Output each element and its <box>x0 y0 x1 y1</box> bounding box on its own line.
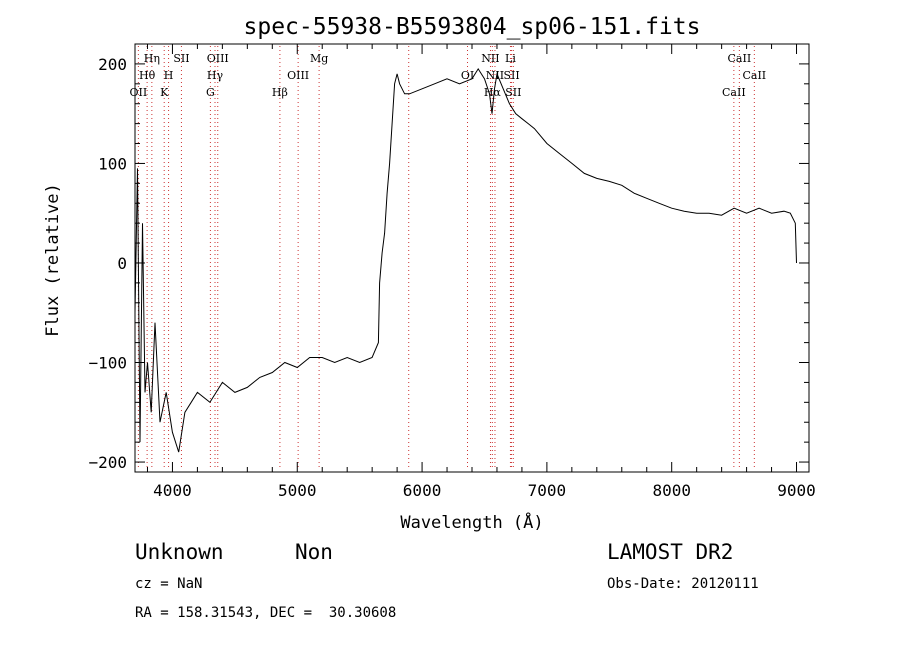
spectrum-chart: spec-55938-B5593804_sp06-151.fits OII Hθ H… <box>43 14 816 533</box>
redshift-value: cz = NaN <box>135 576 203 592</box>
spectrum-line <box>134 67 797 453</box>
x-tick-label: 6000 <box>403 481 442 500</box>
line-label: CaII <box>728 52 752 65</box>
line-label: Hβ <box>272 86 288 99</box>
y-tick-label: −200 <box>88 453 127 472</box>
y-axis-label: Flux (relative) <box>43 183 63 337</box>
x-axis-label: Wavelength (Å) <box>400 511 543 533</box>
plot-frame <box>134 43 810 473</box>
survey-name: LAMOST DR2 <box>607 540 734 564</box>
line-label: NII <box>481 52 499 65</box>
line-label: Hα <box>484 86 502 99</box>
line-label: CaII <box>722 86 746 99</box>
x-axis-ticks: 4000 5000 6000 7000 8000 9000 <box>146 44 816 500</box>
x-tick-label: 5000 <box>278 481 317 500</box>
line-label: SII <box>505 86 521 99</box>
line-label: Hγ <box>207 69 224 82</box>
y-axis-ticks: −200 −100 0 100 200 <box>88 55 809 472</box>
line-label: OI <box>461 69 474 82</box>
line-label: OIII <box>207 52 229 65</box>
x-tick-label: 8000 <box>652 481 691 500</box>
x-tick-label: 7000 <box>528 481 567 500</box>
object-class: Unknown <box>135 540 224 564</box>
line-label: NII <box>486 69 504 82</box>
x-tick-label: 9000 <box>777 481 816 500</box>
y-tick-label: 200 <box>98 55 127 74</box>
coordinates: RA = 158.31543, DEC = 30.30608 <box>135 605 397 621</box>
y-tick-label: 0 <box>117 254 127 273</box>
y-tick-label: 100 <box>98 154 127 173</box>
spectral-line-markers <box>137 46 755 470</box>
line-label: Li <box>505 52 516 65</box>
line-label: H <box>164 69 174 82</box>
line-label: Mg <box>310 52 328 65</box>
observation-date: Obs-Date: 20120111 <box>607 576 759 592</box>
line-label: OIII <box>287 69 309 82</box>
object-subclass: Non <box>295 540 333 564</box>
line-label: Hθ <box>139 69 156 82</box>
line-label: OII <box>130 86 148 99</box>
x-tick-label: 4000 <box>153 481 192 500</box>
line-label: SII <box>173 52 189 65</box>
chart-title: spec-55938-B5593804_sp06-151.fits <box>244 14 701 40</box>
line-label: CaII <box>742 69 766 82</box>
y-tick-label: −100 <box>88 354 127 373</box>
line-label: Hη <box>144 52 160 65</box>
line-label: SII <box>503 69 519 82</box>
line-label: G <box>206 86 215 99</box>
line-label: K <box>160 86 169 99</box>
spectral-line-labels: OIIHθHηKHSIIGHγOIIIHβOIIIMgOINIIHαNIILiS… <box>130 52 767 99</box>
